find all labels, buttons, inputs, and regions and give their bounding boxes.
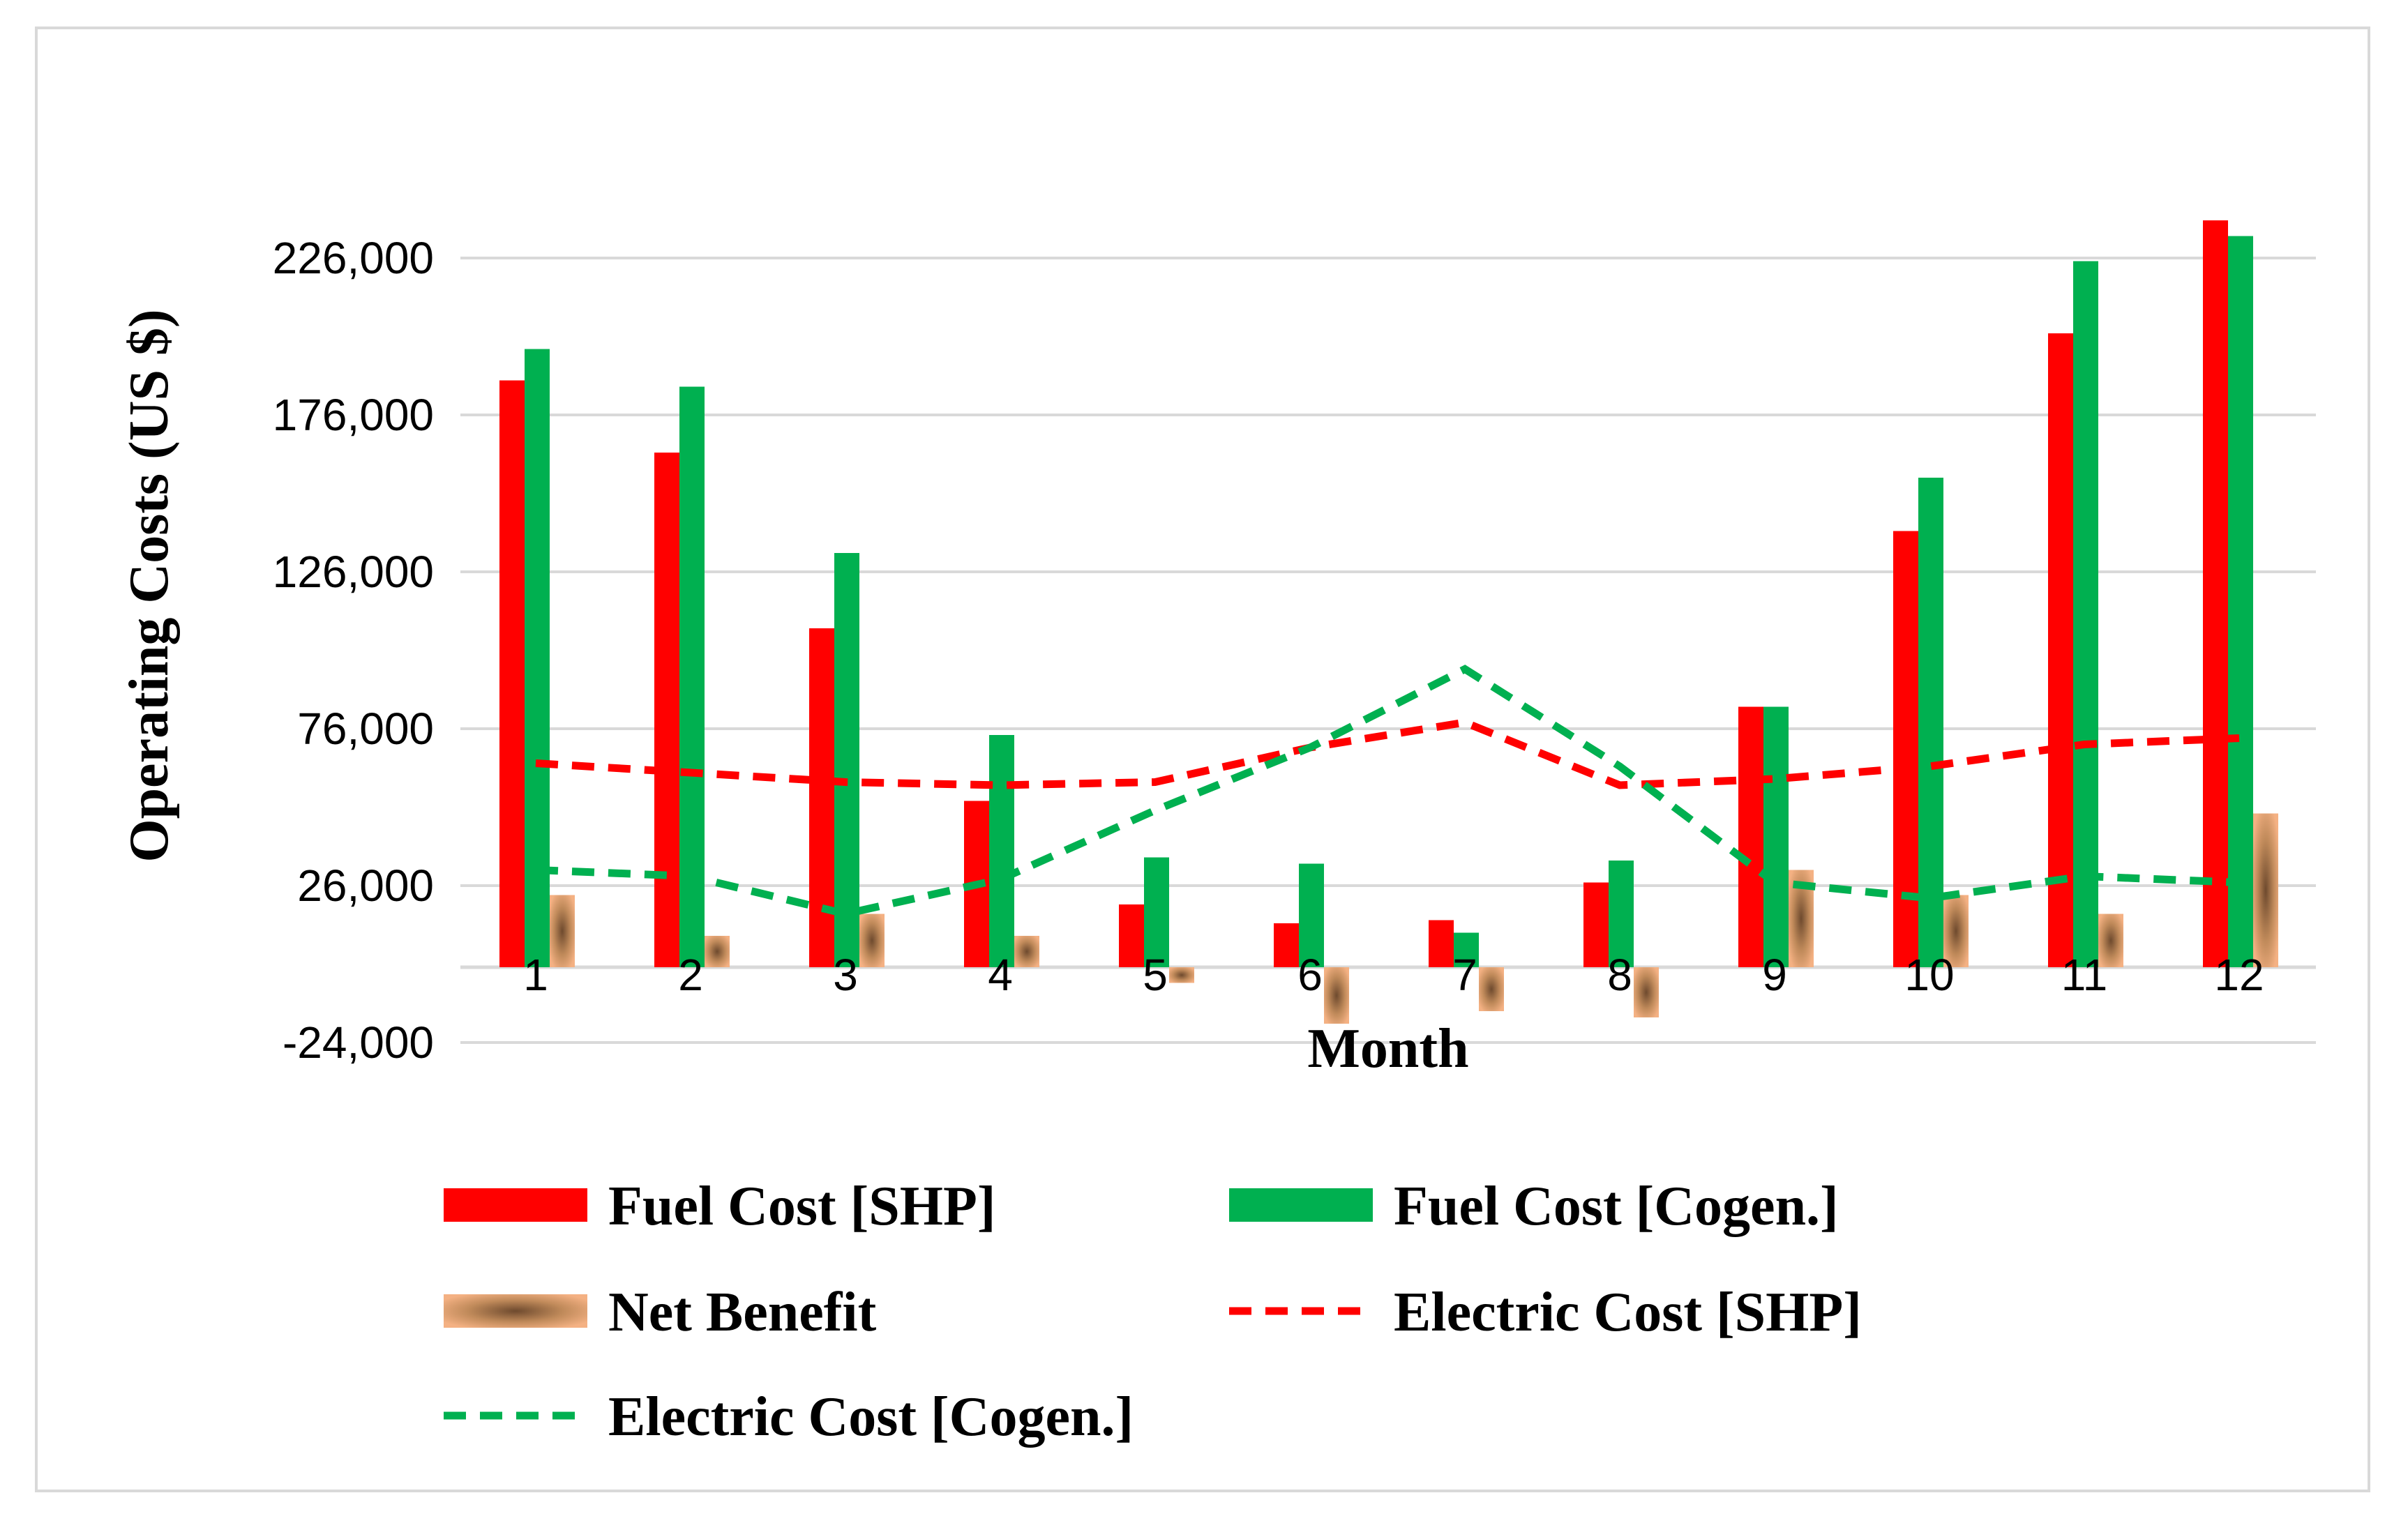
x-tick-label: 5 [1143, 950, 1168, 1000]
bar-fuel-cost-shp-6 [1274, 923, 1299, 967]
legend-label: Fuel Cost [SHP] [608, 1176, 996, 1237]
x-tick-label: 2 [678, 950, 703, 1000]
line-electric-cost-shp [535, 718, 2240, 789]
bar-fuel-cost-shp-8 [1583, 882, 1609, 967]
legend-label: Electric Cost [SHP] [1394, 1282, 1862, 1343]
bar-fuel-cost-shp-10 [1893, 531, 1918, 967]
bar-fuel-cost-cogen-9 [1763, 706, 1789, 967]
bar-fuel-cost-cogen-3 [834, 553, 859, 967]
line-electric-cost-cogen [535, 665, 2240, 918]
bar-net-benefit-12 [2253, 813, 2278, 967]
bar-fuel-cost-cogen-8 [1609, 861, 1634, 967]
bar-fuel-cost-shp-3 [809, 628, 834, 967]
bar-fuel-cost-cogen-10 [1918, 478, 1943, 967]
bar-net-benefit-10 [1943, 895, 1969, 967]
legend-swatch [444, 1294, 587, 1328]
bar-fuel-cost-shp-9 [1738, 706, 1763, 967]
y-tick-label: 76,000 [297, 704, 434, 754]
bar-fuel-cost-shp-5 [1119, 904, 1144, 967]
legend-label: Net Benefit [608, 1282, 877, 1343]
y-tick-label: -24,000 [283, 1017, 434, 1068]
bar-net-benefit-6 [1324, 967, 1349, 1024]
bar-net-benefit-5 [1169, 967, 1194, 983]
x-tick-label: 11 [2061, 950, 2107, 1000]
bar-fuel-cost-cogen-11 [2073, 261, 2098, 967]
y-tick-label: 176,000 [273, 390, 434, 440]
bar-fuel-cost-shp-2 [654, 453, 679, 967]
bar-net-benefit-4 [1014, 936, 1039, 967]
bar-fuel-cost-shp-11 [2048, 333, 2073, 967]
bar-fuel-cost-cogen-4 [989, 735, 1014, 967]
bar-fuel-cost-cogen-7 [1454, 932, 1479, 967]
bar-fuel-cost-cogen-6 [1299, 863, 1324, 967]
x-tick-label: 12 [2214, 950, 2264, 1000]
x-tick-label: 8 [1607, 950, 1632, 1000]
x-axis-title: Month [1307, 1018, 1468, 1079]
bar-fuel-cost-shp-7 [1429, 920, 1454, 967]
bar-net-benefit-7 [1479, 967, 1504, 1011]
bar-net-benefit-11 [2098, 914, 2123, 967]
lines [535, 665, 2240, 918]
x-tick-labels: 1 2 3 4 5 6 7 8 9 10 11 12 [523, 950, 2264, 1000]
legend: Fuel Cost [SHP] Fuel Cost [Cogen.] Net Ben… [444, 1176, 1862, 1448]
y-tick-label: 226,000 [273, 233, 434, 283]
bar-net-benefit-2 [705, 936, 730, 967]
x-tick-label: 10 [1904, 950, 1954, 1000]
bar-net-benefit-8 [1634, 967, 1659, 1017]
x-tick-label: 4 [988, 950, 1013, 1000]
bar-fuel-cost-cogen-5 [1144, 857, 1169, 967]
x-tick-label: 9 [1762, 950, 1787, 1000]
x-tick-label: 3 [833, 950, 858, 1000]
y-tick-label: 126,000 [273, 547, 434, 597]
bar-net-benefit-1 [550, 895, 575, 967]
bars [499, 220, 2278, 1024]
bar-fuel-cost-cogen-1 [525, 349, 550, 967]
bar-net-benefit-3 [859, 914, 885, 967]
y-tick-labels: -24,000 26,000 76,000 126,000 176,000 226,000 [273, 233, 434, 1068]
legend-swatch [1229, 1188, 1373, 1222]
bar-fuel-cost-shp-12 [2203, 220, 2228, 967]
bar-fuel-cost-cogen-12 [2228, 236, 2253, 967]
bar-fuel-cost-cogen-2 [679, 386, 705, 967]
legend-label: Fuel Cost [Cogen.] [1394, 1176, 1839, 1237]
legend-label: Electric Cost [Cogen.] [608, 1386, 1134, 1448]
y-axis-title: Operating Costs (US $) [119, 309, 180, 862]
gridlines [460, 257, 2316, 1044]
bar-fuel-cost-shp-1 [499, 380, 525, 967]
x-tick-label: 7 [1452, 950, 1477, 1000]
x-tick-label: 6 [1297, 950, 1323, 1000]
y-tick-label: 26,000 [297, 861, 434, 911]
x-tick-label: 1 [523, 950, 548, 1000]
legend-swatch [444, 1188, 587, 1222]
